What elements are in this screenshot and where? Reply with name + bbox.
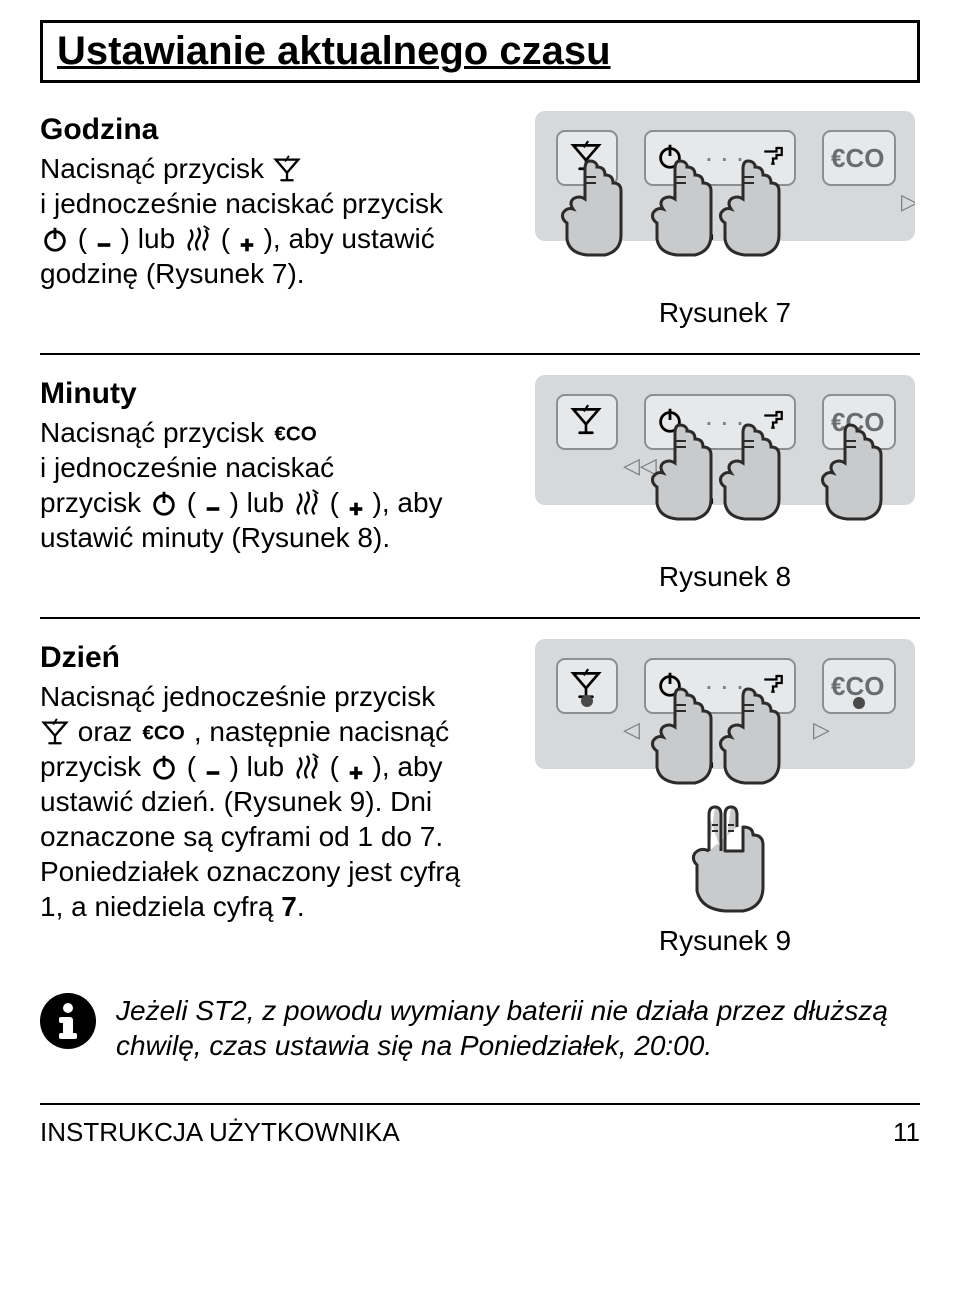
plus-icon [347, 500, 365, 518]
info-row: Jeżeli ST2, z powodu wymiany baterii nie… [40, 993, 920, 1063]
day-heading: Dzień [40, 639, 506, 677]
power-icon [149, 488, 179, 518]
power-icon [40, 224, 70, 254]
figure-8-caption: Rysunek 8 [659, 561, 791, 593]
figure-8: . . . €CO ◁◁ − + Rysunek 8 [530, 375, 920, 599]
section-hour: Godzina Nacisnąć przycisk i jednocześnie… [40, 111, 920, 335]
info-icon [40, 993, 96, 1049]
svg-text:▷▷: ▷▷ [901, 189, 915, 214]
heat-icon [292, 752, 322, 782]
power-icon [149, 752, 179, 782]
svg-text:€CO: €CO [831, 143, 884, 173]
hour-line4: godzinę (Rysunek 7). [40, 256, 506, 291]
svg-text:. . .: . . . [705, 400, 744, 431]
heat-icon [292, 488, 322, 518]
title-box: Ustawianie aktualnego czasu [40, 20, 920, 83]
figure-9: . . . €CO ◁ ▷ − + Rysunek 9 [530, 639, 920, 963]
svg-text:◁◁: ◁◁ [623, 453, 657, 478]
day-text: Dzień Nacisnąć jednocześnie przycisk ora… [40, 639, 506, 924]
divider-1 [40, 353, 920, 355]
divider-2 [40, 617, 920, 619]
page-title: Ustawianie aktualnego czasu [57, 29, 903, 74]
hour-line2: i jednocześnie naciskać przycisk [40, 186, 506, 221]
heat-icon [183, 224, 213, 254]
section-day: Dzień Nacisnąć jednocześnie przycisk ora… [40, 639, 920, 963]
hour-line1: Nacisnąć przycisk [40, 153, 264, 184]
info-text: Jeżeli ST2, z powodu wymiany baterii nie… [116, 993, 920, 1063]
plus-icon [347, 764, 365, 782]
svg-text:. . .: . . . [705, 664, 744, 695]
svg-text:€CO: €CO [831, 671, 884, 701]
minus-icon [204, 500, 222, 518]
hour-text: Godzina Nacisnąć przycisk i jednocześnie… [40, 111, 506, 291]
figure-7-caption: Rysunek 7 [659, 297, 791, 329]
figure-9-svg: . . . €CO ◁ ▷ − + [535, 639, 915, 919]
plus-icon [238, 236, 256, 254]
cocktail-icon [272, 154, 302, 184]
cocktail-icon [40, 717, 70, 747]
section-minute: Minuty Nacisnąć przycisk i jednocześnie … [40, 375, 920, 599]
svg-text:◁: ◁ [623, 717, 640, 742]
figure-8-svg: . . . €CO ◁◁ − + [535, 375, 915, 555]
minute-heading: Minuty [40, 375, 506, 413]
figure-9-caption: Rysunek 9 [659, 925, 791, 957]
hour-heading: Godzina [40, 111, 506, 149]
figure-7-svg: . . . €CO ▷▷ − + [535, 111, 915, 291]
minute-text: Minuty Nacisnąć przycisk i jednocześnie … [40, 375, 506, 555]
footer-right: 11 [893, 1117, 920, 1148]
eco-icon [140, 717, 186, 747]
svg-text:▷: ▷ [813, 717, 830, 742]
footer-left: INSTRUKCJA UŻYTKOWNIKA [40, 1117, 400, 1148]
footer: INSTRUKCJA UŻYTKOWNIKA 11 [40, 1103, 920, 1148]
svg-text:. . .: . . . [705, 136, 744, 167]
minus-icon [204, 764, 222, 782]
figure-7: . . . €CO ▷▷ − + Rysunek 7 [530, 111, 920, 335]
minus-icon [95, 236, 113, 254]
eco-icon [272, 418, 318, 448]
